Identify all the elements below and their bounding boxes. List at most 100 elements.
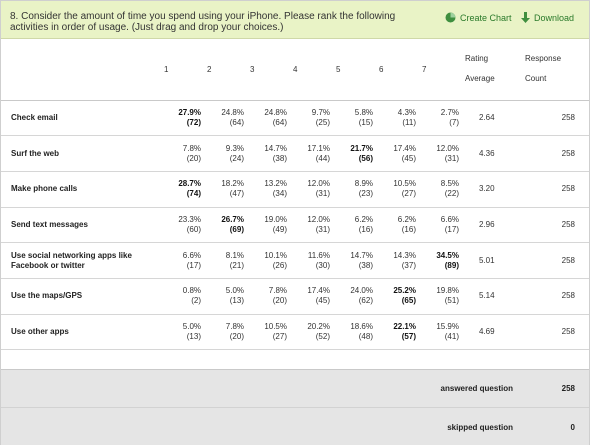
cell-percent: 17.4% xyxy=(393,143,416,153)
cell-percent: 6.6% xyxy=(182,250,201,260)
response-count-header: Response Count xyxy=(525,39,589,101)
cell-count: (34) xyxy=(272,189,287,199)
cell-count: (38) xyxy=(358,260,373,270)
rank-cell: 17.4% (45) xyxy=(379,135,422,172)
rank-cell: 18.6% (48) xyxy=(336,314,379,351)
skipped-question-row: skipped question 0 xyxy=(1,408,589,446)
rank-cell: 6.6% (17) xyxy=(422,207,465,244)
rank-header: 4 xyxy=(293,39,336,101)
cell-count: (37) xyxy=(401,260,416,270)
cell-count: (16) xyxy=(358,224,373,234)
cell-percent: 18.6% xyxy=(350,321,373,331)
cell-count: (52) xyxy=(315,331,330,341)
cell-count: (56) xyxy=(358,153,373,163)
cell-percent: 20.2% xyxy=(307,321,330,331)
row-label: Use social networking apps like Facebook … xyxy=(1,242,164,279)
cell-percent: 14.3% xyxy=(393,250,416,260)
cell-count: (64) xyxy=(229,117,244,127)
rank-cell: 20.2% (52) xyxy=(293,314,336,351)
create-chart-label[interactable]: Create Chart xyxy=(460,12,512,23)
rank-cell: 12.0% (31) xyxy=(293,207,336,244)
download-arrow-icon xyxy=(521,12,530,23)
cell-count: (74) xyxy=(186,189,201,199)
cell-count: (45) xyxy=(315,296,330,306)
cell-count: (21) xyxy=(229,260,244,270)
rating-average: 4.36 xyxy=(465,135,525,172)
rank-cell: 22.1% (57) xyxy=(379,314,422,351)
cell-percent: 5.8% xyxy=(354,107,373,117)
table-header-row: 1 2 3 4 5 6 7 Rating Average Response Co… xyxy=(1,39,589,101)
cell-count: (31) xyxy=(444,153,459,163)
cell-percent: 12.0% xyxy=(307,214,330,224)
rank-cell: 11.6% (30) xyxy=(293,242,336,279)
row-label-line: Send text messages xyxy=(11,219,88,229)
cell-percent: 7.8% xyxy=(225,321,244,331)
response-count: 258 xyxy=(525,135,589,172)
response-count: 258 xyxy=(525,171,589,208)
cell-percent: 6.2% xyxy=(354,214,373,224)
cell-percent: 25.2% xyxy=(393,286,416,296)
cell-percent: 2.7% xyxy=(440,107,459,117)
cell-count: (23) xyxy=(358,189,373,199)
cell-percent: 34.5% xyxy=(436,250,459,260)
cell-count: (26) xyxy=(272,260,287,270)
download-label[interactable]: Download xyxy=(534,12,575,23)
cell-percent: 19.8% xyxy=(436,286,459,296)
rank-cell: 15.9% (41) xyxy=(422,314,465,351)
cell-percent: 22.1% xyxy=(393,321,416,331)
cell-count: (89) xyxy=(444,260,459,270)
cell-count: (48) xyxy=(358,331,373,341)
rank-cell: 5.8% (15) xyxy=(336,100,379,137)
cell-percent: 7.8% xyxy=(268,286,287,296)
cell-percent: 27.9% xyxy=(178,107,201,117)
cell-percent: 12.0% xyxy=(436,143,459,153)
rank-cell: 12.0% (31) xyxy=(422,135,465,172)
cell-percent: 14.7% xyxy=(264,143,287,153)
row-label: Check email xyxy=(1,100,164,137)
cell-percent: 21.7% xyxy=(350,143,373,153)
response-count-header-line: Count xyxy=(525,74,547,84)
rank-cell: 8.5% (22) xyxy=(422,171,465,208)
rank-cell: 2.7% (7) xyxy=(422,100,465,137)
skipped-question-label: skipped question xyxy=(447,422,513,432)
rank-cell: 27.9% (72) xyxy=(164,100,207,137)
cell-count: (72) xyxy=(186,117,201,127)
cell-percent: 10.5% xyxy=(393,179,416,189)
skipped-question-value: 0 xyxy=(570,422,575,432)
rating-average: 2.96 xyxy=(465,207,525,244)
rating-average: 5.14 xyxy=(465,278,525,315)
cell-percent: 17.4% xyxy=(307,286,330,296)
download-link[interactable]: Download xyxy=(521,12,574,23)
cell-percent: 5.0% xyxy=(225,286,244,296)
row-label: Use the maps/GPS xyxy=(1,278,164,315)
rank-header: 5 xyxy=(336,39,379,101)
rank-cell: 7.8% (20) xyxy=(207,314,250,351)
cell-percent: 28.7% xyxy=(178,179,201,189)
cell-percent: 24.0% xyxy=(350,286,373,296)
response-count: 258 xyxy=(525,278,589,315)
cell-count: (69) xyxy=(229,224,244,234)
cell-percent: 18.2% xyxy=(221,179,244,189)
cell-count: (27) xyxy=(272,331,287,341)
cell-count: (30) xyxy=(315,260,330,270)
response-count: 258 xyxy=(525,242,589,279)
cell-percent: 26.7% xyxy=(221,214,244,224)
cell-count: (45) xyxy=(401,153,416,163)
cell-percent: 7.8% xyxy=(182,143,201,153)
row-label: Surf the web xyxy=(1,135,164,172)
rank-cell: 4.3% (11) xyxy=(379,100,422,137)
rank-cell: 12.0% (31) xyxy=(293,171,336,208)
question-header: 8. Consider the amount of time you spend… xyxy=(1,1,589,39)
rank-cell: 8.9% (23) xyxy=(336,171,379,208)
rank-header: 6 xyxy=(379,39,422,101)
cell-count: (17) xyxy=(186,260,201,270)
rank-cell: 6.6% (17) xyxy=(164,242,207,279)
cell-count: (60) xyxy=(186,224,201,234)
cell-percent: 10.1% xyxy=(264,250,287,260)
rank-cell: 19.0% (49) xyxy=(250,207,293,244)
create-chart-link[interactable]: Create Chart xyxy=(445,12,512,23)
answered-question-row: answered question 258 xyxy=(1,370,589,408)
cell-percent: 14.7% xyxy=(350,250,373,260)
rank-cell: 17.4% (45) xyxy=(293,278,336,315)
rank-cell: 8.1% (21) xyxy=(207,242,250,279)
